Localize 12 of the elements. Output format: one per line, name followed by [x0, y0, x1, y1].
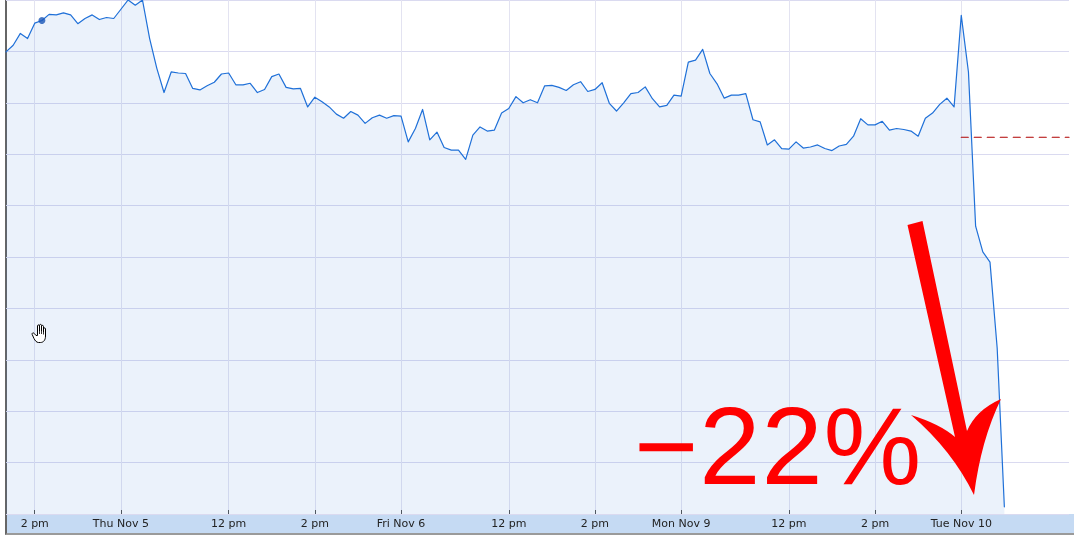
- x-tick-label: 2 pm: [860, 517, 890, 530]
- x-tick-label: Tue Nov 10: [929, 517, 992, 530]
- x-tick-label: 2 pm: [580, 517, 610, 530]
- annotation: −22%: [634, 384, 923, 507]
- x-tick-label: 12 pm: [491, 517, 527, 530]
- x-tick-label: 12 pm: [771, 517, 807, 530]
- x-tick-label: 2 pm: [300, 517, 329, 530]
- x-tick-label: Thu Nov 5: [91, 517, 149, 530]
- x-tick-label: 2 pm: [20, 517, 49, 530]
- x-tick-label: Fri Nov 6: [376, 517, 426, 530]
- x-tick-label: 12 pm: [211, 517, 247, 530]
- x-tick-label: Mon Nov 9: [651, 517, 711, 530]
